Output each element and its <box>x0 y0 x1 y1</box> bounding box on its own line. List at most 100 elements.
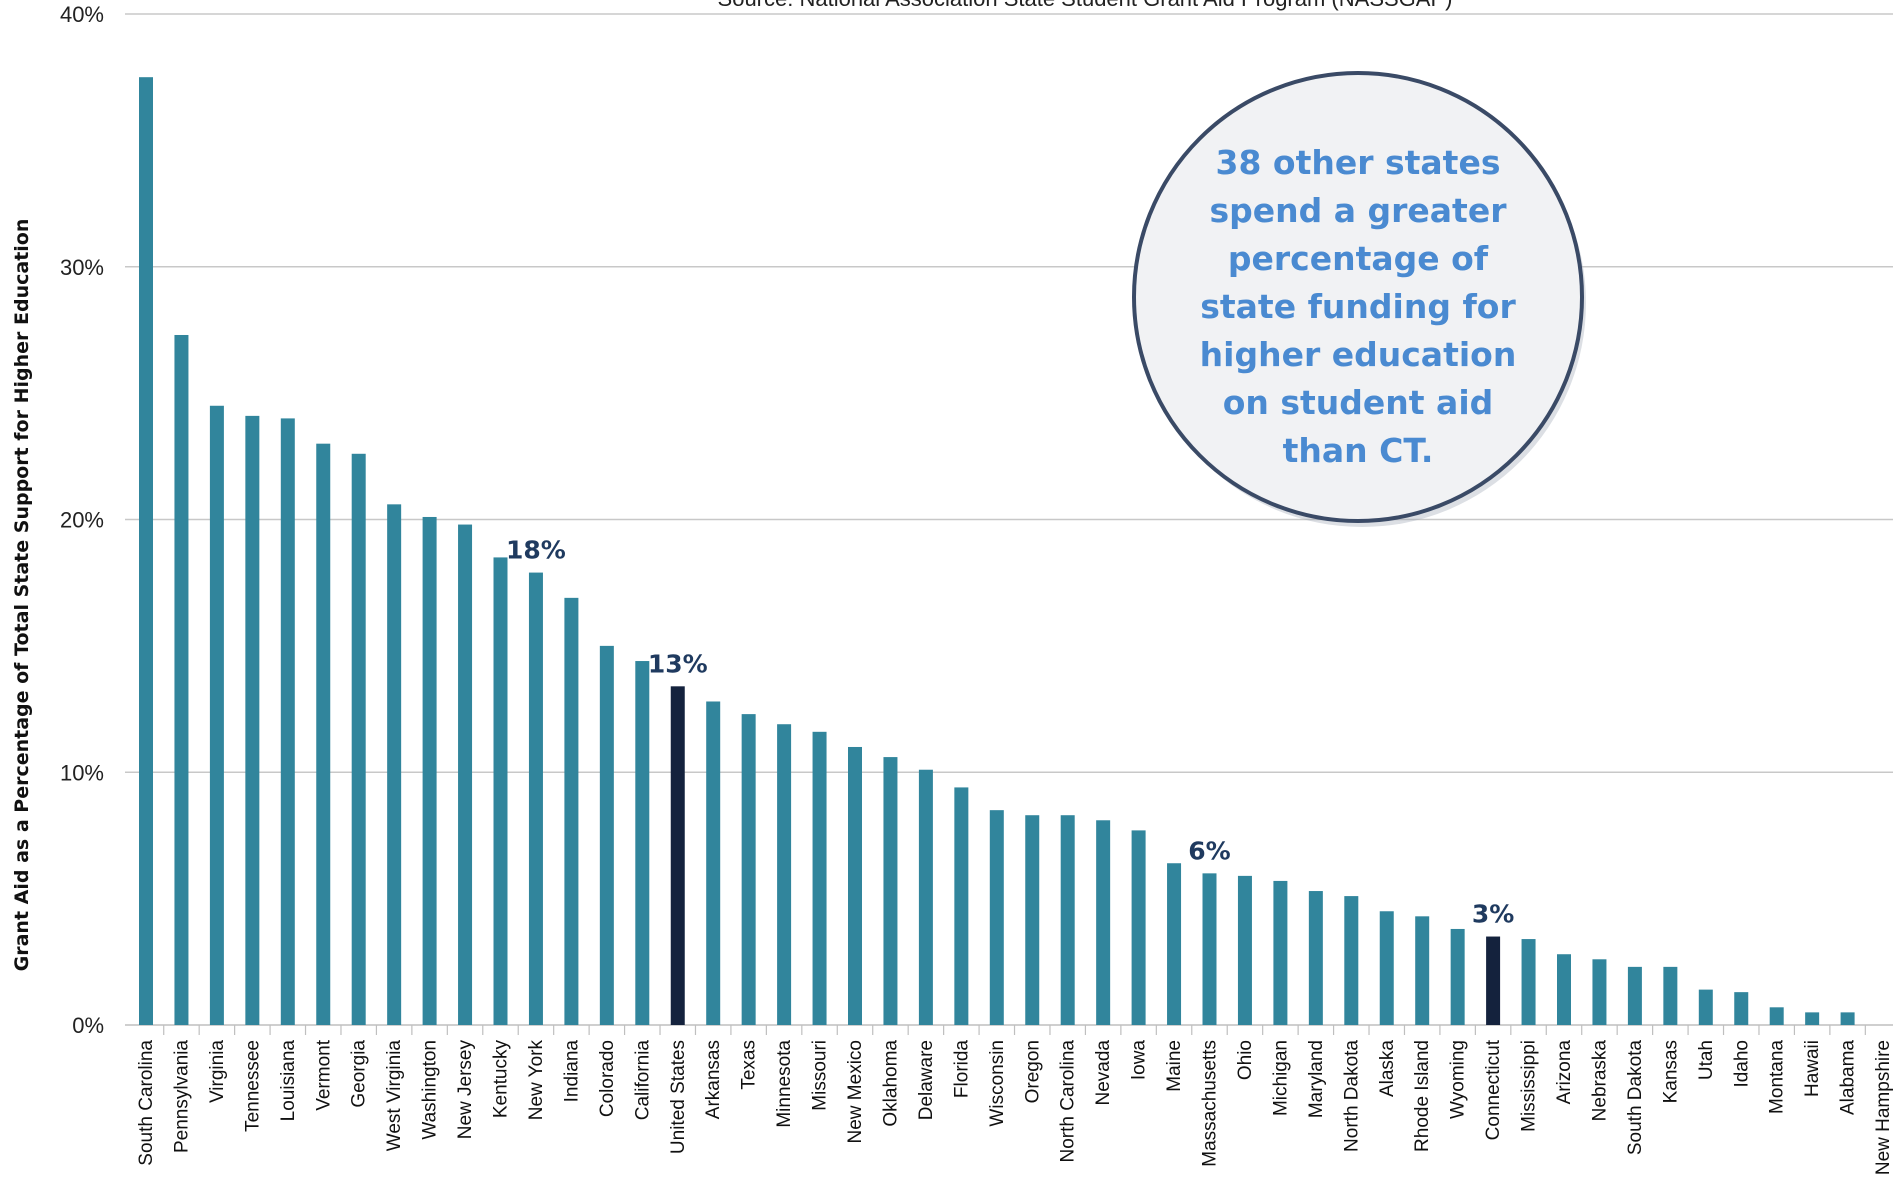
bar-new-jersey <box>458 524 473 1025</box>
bar-pennsylvania <box>174 334 189 1025</box>
y-tick-label: 30% <box>60 255 104 280</box>
callout-text-line: spend a greater <box>1210 191 1508 230</box>
bar-wisconsin <box>989 810 1004 1025</box>
bar-georgia <box>351 453 366 1025</box>
data-labels: 18% 13% 6% 3% <box>506 536 1514 929</box>
bar-connecticut <box>1486 936 1501 1025</box>
callout-text-line: higher education <box>1200 335 1517 374</box>
x-tick-label: Alaska <box>1377 1040 1398 1097</box>
data-label: 13% <box>648 649 708 678</box>
bar-hawaii <box>1805 1012 1820 1025</box>
bar-north-dakota <box>1344 896 1359 1025</box>
x-tick-label: Pennsylvania <box>171 1040 192 1153</box>
bar-indiana <box>564 597 579 1025</box>
bars <box>139 77 1855 1026</box>
bar-florida <box>954 787 969 1025</box>
bar-louisiana <box>280 418 295 1025</box>
bar-south-carolina <box>139 77 153 1025</box>
bar-united-states <box>670 686 685 1025</box>
x-tick-label: Minnesota <box>774 1040 795 1128</box>
bar-vermont <box>316 443 331 1025</box>
x-tick-label: Kansas <box>1660 1040 1681 1103</box>
x-tick-label: Connecticut <box>1483 1039 1504 1140</box>
x-tick-label: Montana <box>1767 1040 1788 1114</box>
x-tick-label: Oklahoma <box>880 1040 901 1127</box>
bar-wyoming <box>1450 928 1465 1025</box>
x-tick-label: Vermont <box>313 1039 334 1110</box>
bar-minnesota <box>777 724 792 1025</box>
x-tick-label: New York <box>526 1040 547 1121</box>
bar-oregon <box>1025 815 1040 1025</box>
x-tick-label: California <box>632 1040 653 1121</box>
y-tick-label: 10% <box>60 760 104 785</box>
x-tick-label: Colorado <box>597 1040 618 1117</box>
x-tick-label: Utah <box>1696 1040 1717 1080</box>
bar-maine <box>1167 863 1182 1025</box>
x-tick-label: Wyoming <box>1448 1040 1469 1119</box>
bar-north-carolina <box>1060 815 1075 1025</box>
bar-delaware <box>918 769 933 1025</box>
data-label: 6% <box>1188 836 1230 865</box>
bar-south-dakota <box>1627 966 1642 1025</box>
x-tick-label: West Virginia <box>384 1040 405 1152</box>
x-tick-label: Indiana <box>561 1040 582 1103</box>
x-tick-label: Mississippi <box>1519 1040 1540 1132</box>
bar-michigan <box>1273 880 1288 1025</box>
y-axis-title: Grant Aid as a Percentage of Total State… <box>11 219 33 972</box>
x-tick-label: Texas <box>739 1040 760 1090</box>
gridlines <box>125 13 1893 773</box>
x-tick-label: Oregon <box>1022 1040 1043 1103</box>
x-tick-label: Florida <box>951 1040 972 1099</box>
y-axis-ticks: 0% 10% 20% 30% 40% <box>60 2 104 1038</box>
x-axis-labels: South Carolina Pennsylvania Virginia Tennes… <box>136 1025 1894 1175</box>
x-tick-label: Maine <box>1164 1040 1185 1092</box>
x-tick-label: Tennessee <box>242 1040 263 1132</box>
x-tick-label: North Carolina <box>1058 1040 1079 1163</box>
x-tick-label: New Jersey <box>455 1040 476 1140</box>
x-tick-label: United States <box>668 1040 689 1154</box>
x-tick-label: Ohio <box>1235 1040 1256 1080</box>
x-tick-label: North Dakota <box>1341 1040 1362 1152</box>
x-tick-label: Hawaii <box>1802 1040 1823 1097</box>
bar-arkansas <box>706 701 721 1025</box>
x-tick-label: Delaware <box>916 1040 937 1120</box>
callout-text-line: percentage of <box>1228 239 1489 278</box>
bar-new-mexico <box>848 746 862 1025</box>
bar-washington <box>422 516 437 1025</box>
x-tick-label: Alabama <box>1838 1040 1859 1115</box>
x-tick-label: South Carolina <box>136 1040 157 1166</box>
x-tick-label: Louisiana <box>278 1040 299 1122</box>
chart-subtitle: Source: National Association State Stude… <box>718 0 1453 11</box>
bar-montana <box>1769 1007 1784 1025</box>
bar-alaska <box>1379 911 1394 1025</box>
bar-kansas <box>1663 966 1678 1025</box>
bar-oklahoma <box>883 757 898 1025</box>
x-tick-label: Virginia <box>207 1040 228 1103</box>
x-tick-label: Missouri <box>810 1040 831 1111</box>
bar-new-york <box>528 572 543 1025</box>
y-tick-label: 40% <box>60 2 104 27</box>
y-tick-label: 0% <box>72 1013 104 1038</box>
x-tick-label: Arkansas <box>703 1040 724 1119</box>
data-label: 18% <box>506 536 566 565</box>
bar-kentucky <box>493 557 508 1025</box>
x-tick-label: Massachusetts <box>1200 1040 1221 1167</box>
bar-arizona <box>1557 954 1571 1025</box>
x-tick-label: Washington <box>420 1040 441 1140</box>
bar-west-virginia <box>387 504 402 1026</box>
x-tick-label: New Hampshire <box>1873 1040 1894 1175</box>
x-tick-label: New Mexico <box>845 1040 866 1143</box>
callout-text-line: on student aid <box>1223 383 1494 422</box>
data-label: 3% <box>1472 900 1514 929</box>
bar-ohio <box>1237 875 1252 1025</box>
bar-iowa <box>1131 830 1146 1025</box>
bar-utah <box>1698 989 1713 1025</box>
x-tick-label: South Dakota <box>1625 1040 1646 1156</box>
callout-circle <box>1132 71 1584 523</box>
bar-idaho <box>1734 992 1749 1025</box>
x-tick-label: Rhode Island <box>1412 1040 1433 1152</box>
bar-mississippi <box>1521 939 1536 1025</box>
bar-alabama <box>1840 1012 1855 1025</box>
bar-rhode-island <box>1415 916 1430 1025</box>
